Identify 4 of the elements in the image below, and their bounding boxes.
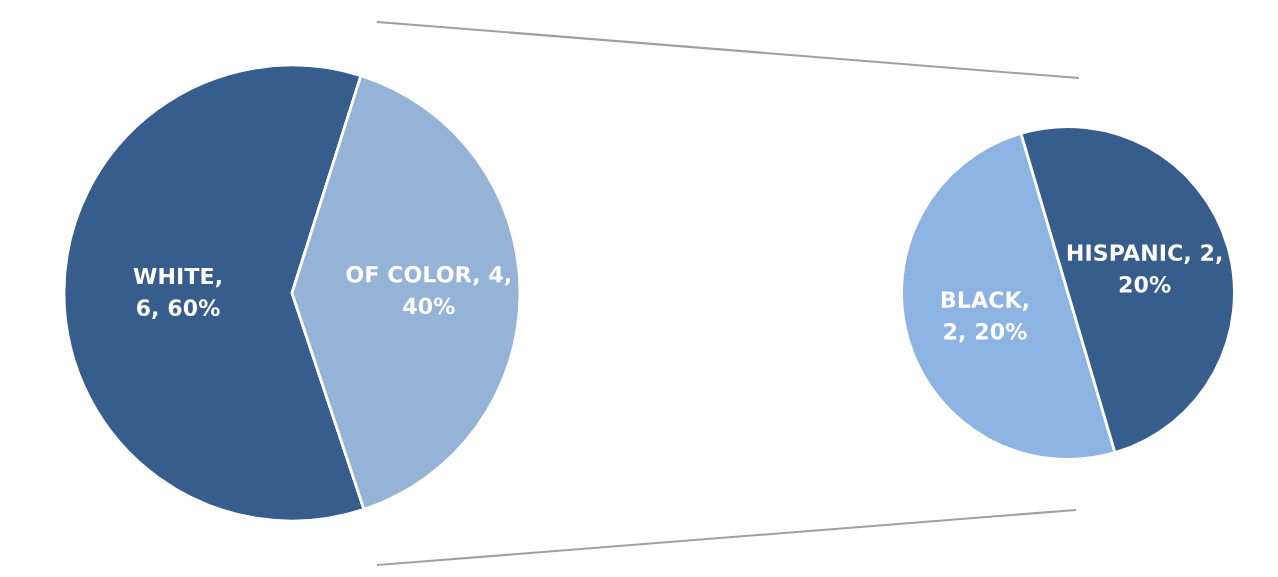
data-label: BLACK, 2, 20% [941,291,1028,343]
data-label: OF COLOR, 4, 40% [346,265,510,315]
data-label: WHITE, 6, 60% [133,267,221,319]
data-label: HISPANIC, 2, 20% [1067,244,1222,293]
